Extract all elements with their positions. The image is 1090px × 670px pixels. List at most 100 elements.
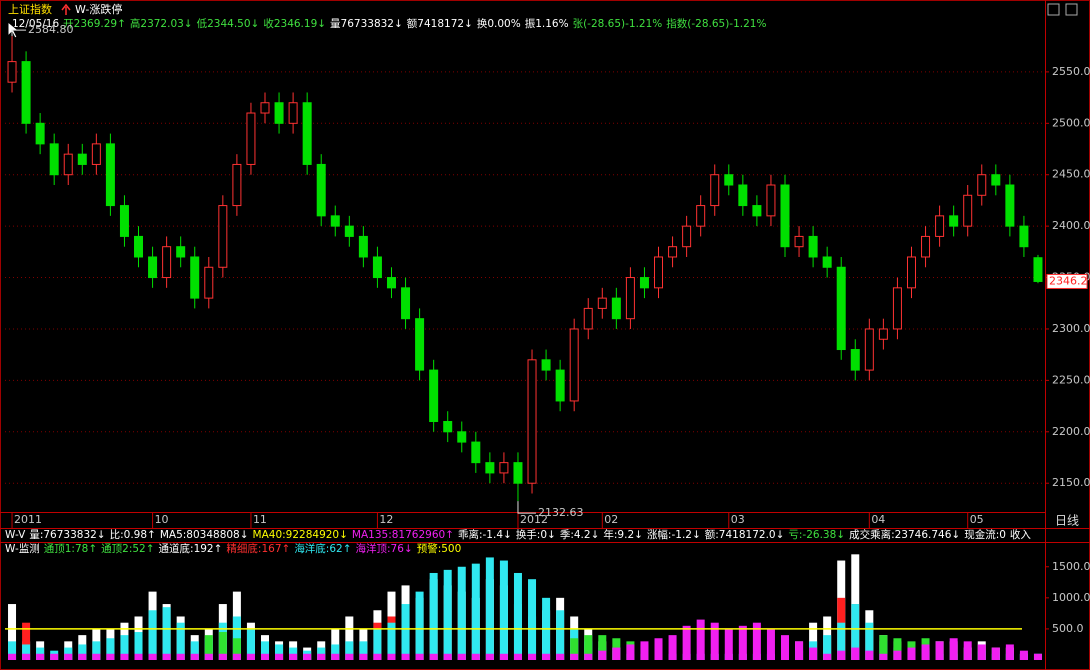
text-item: 换0.00% (477, 17, 521, 30)
y-tick-label: 1500.0 (1052, 560, 1090, 573)
text-item: 成交乘离:23746.746↓ (849, 528, 960, 541)
candle-body (190, 256, 200, 299)
candle-body (302, 102, 312, 165)
window-icon[interactable] (1065, 3, 1078, 16)
text-item: 涨幅:-1.2↓ (647, 528, 701, 541)
bar (345, 641, 354, 660)
window-icon[interactable] (1047, 3, 1060, 16)
bar (471, 563, 480, 660)
bar (162, 653, 171, 660)
arrow-icon (61, 3, 71, 15)
bar (162, 607, 171, 660)
bar (36, 653, 45, 660)
bar (401, 653, 410, 660)
text-item: 预警:500 (417, 542, 462, 555)
bar (134, 632, 143, 660)
candle-body (246, 112, 256, 165)
bar (584, 635, 593, 660)
bar (879, 653, 888, 660)
bar (879, 635, 888, 660)
candle-body (485, 462, 495, 474)
candle-body (836, 266, 846, 351)
y-tick-label: 2200.0 (1052, 425, 1090, 438)
bar (134, 653, 143, 660)
bar (303, 653, 312, 660)
bar (766, 628, 775, 660)
candle-body (639, 277, 649, 289)
bar (935, 641, 944, 660)
candle-body (935, 215, 945, 237)
bar (106, 653, 115, 660)
bar (738, 625, 747, 660)
x-tick-label: 2011 (14, 513, 42, 526)
candle-body (527, 359, 537, 484)
candle-body (260, 102, 270, 114)
candle-body (415, 318, 425, 371)
bar (78, 644, 87, 660)
candle-body (822, 256, 832, 268)
text-item: 额7418172↓ (407, 17, 473, 30)
candle-body (1033, 257, 1043, 282)
text-item: 年:9.2↓ (603, 528, 643, 541)
text-item: MA135:81762960↑ (352, 529, 454, 541)
bar (261, 653, 269, 660)
text-item: 高2372.03↓ (130, 17, 193, 30)
bar (22, 622, 31, 660)
bar (22, 644, 31, 660)
period-label: 日线 (1055, 514, 1079, 528)
bar (387, 653, 396, 660)
candle-body (864, 328, 874, 371)
candle-body (499, 462, 509, 474)
bar (22, 653, 31, 660)
y-tick-label: 1000.0 (1052, 591, 1090, 604)
y-tick-label: 2250.0 (1052, 373, 1090, 386)
candle-body (808, 235, 818, 258)
bar (429, 653, 438, 660)
bar (598, 650, 607, 660)
bar (499, 653, 508, 660)
candle-body (583, 307, 593, 330)
bar (64, 653, 73, 660)
candle-body (274, 102, 284, 124)
y-tick-label: 2550.0 (1052, 65, 1090, 78)
bar (331, 644, 340, 660)
bar (415, 653, 424, 660)
bar (485, 557, 494, 660)
bar (556, 610, 565, 660)
bar (275, 644, 284, 660)
text-item: 乖离:-1.4↓ (458, 528, 512, 541)
text-item: 指数(-28.65)-1.21% (666, 17, 766, 30)
candle-body (654, 256, 664, 289)
bar (120, 653, 129, 660)
x-tick-label: 2012 (520, 513, 548, 526)
bar (963, 641, 972, 660)
bar (8, 653, 17, 660)
candle-body (949, 215, 959, 227)
x-tick-label: 12 (379, 513, 393, 526)
bar (781, 635, 789, 660)
bar (176, 622, 185, 660)
candle-body (921, 235, 931, 258)
text-item: 量76733832↓ (330, 18, 403, 30)
bar (373, 653, 382, 660)
bar (809, 647, 818, 660)
bar (710, 622, 719, 660)
candle-body (710, 174, 720, 207)
y-tick-label: 2500.0 (1052, 116, 1090, 129)
text-item: 量:76733832↓ (29, 529, 105, 541)
bar (471, 653, 480, 660)
text-item: 振1.16% (525, 17, 569, 30)
bar (275, 653, 284, 660)
bar (246, 653, 255, 660)
x-tick-label: 03 (731, 513, 745, 526)
quote-line: 12/05/16 开2369.29↑ 高2372.03↓ 低2344.50↓ 收2346… (12, 17, 766, 30)
bar (204, 653, 213, 660)
bar (752, 622, 761, 660)
bar (78, 653, 87, 660)
bar (443, 653, 452, 660)
candle-body (1005, 184, 1015, 227)
bar (1005, 644, 1014, 660)
y-tick-label: 2150.0 (1052, 476, 1090, 489)
candle-body (176, 246, 186, 258)
